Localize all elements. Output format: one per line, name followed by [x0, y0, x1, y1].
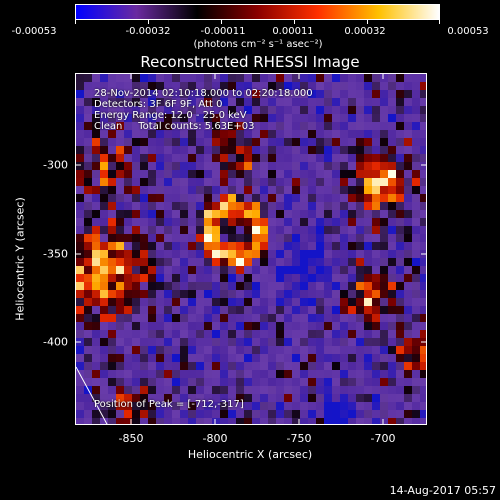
- colorbar-tick-label: 0.00011: [272, 26, 314, 37]
- y-tick-label: -400: [43, 335, 68, 349]
- colorbar-tick: [294, 20, 295, 24]
- x-tick-label: -800: [202, 432, 228, 445]
- colorbar-tick: [148, 20, 149, 24]
- limb-line: [76, 366, 108, 424]
- y-tick-label: -300: [43, 158, 68, 172]
- colorbar-tick-label: -0.00032: [125, 26, 171, 37]
- x-tick-label: -750: [286, 432, 312, 445]
- annotation-time-range: 28-Nov-2014 02:10:18.000 to 02:20:18.000: [94, 88, 313, 99]
- annotation-peak-position: Position of Peak = [-712,-317]: [94, 399, 244, 410]
- x-tick-label: -850: [118, 432, 144, 445]
- image-plot: 28-Nov-2014 02:10:18.000 to 02:20:18.000…: [75, 73, 427, 425]
- colorbar-tick-label: -0.00011: [200, 26, 246, 37]
- colorbar-tick: [367, 20, 368, 24]
- colorbar: [75, 4, 440, 20]
- annotation-energy-range: Energy Range: 12.0 - 25.0 keV: [94, 110, 247, 121]
- colorbar-tick: [75, 20, 76, 24]
- colorbar-tick: [221, 20, 222, 24]
- colorbar-tick-label: -0.00053: [11, 26, 57, 37]
- annotation-method: Clean Total counts: 5.63E+03: [94, 121, 255, 132]
- colorbar-tick-label: 0.00053: [447, 26, 489, 37]
- colorbar-units: (photons cm⁻² s⁻¹ asec⁻²): [193, 39, 323, 50]
- annotation-detectors: Detectors: 3F 6F 9F, Att 0: [94, 99, 223, 110]
- colorbar-tick: [439, 20, 440, 24]
- date-stamp: 14-Aug-2017 05:57: [389, 484, 496, 497]
- colorbar-tick-label: 0.00032: [344, 26, 386, 37]
- y-axis-label: Heliocentric Y (arcsec): [13, 197, 27, 321]
- image-title: Reconstructed RHESSI Image: [140, 53, 360, 71]
- x-tick-label: -700: [370, 432, 396, 445]
- x-axis-label: Heliocentric X (arcsec): [187, 448, 313, 461]
- y-tick-label: -350: [43, 247, 68, 261]
- flux-map: [76, 74, 426, 424]
